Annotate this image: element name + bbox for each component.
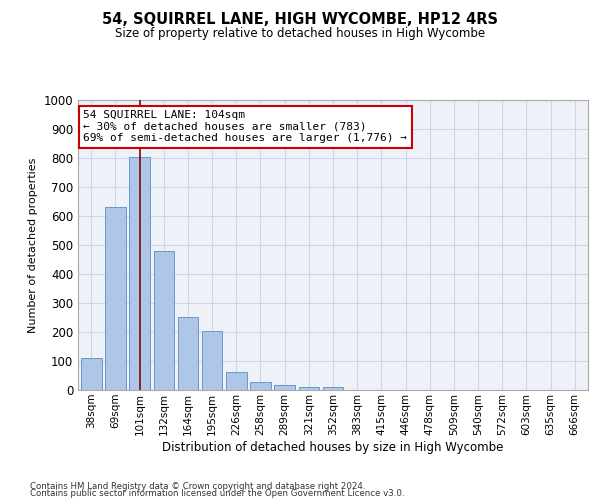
Bar [226,372,247,390]
Bar [178,317,198,390]
Y-axis label: Number of detached properties: Number of detached properties [28,158,38,332]
Bar [154,251,174,390]
Text: Contains HM Land Registry data © Crown copyright and database right 2024.: Contains HM Land Registry data © Crown c… [30,482,365,491]
Bar [202,332,223,390]
Text: Size of property relative to detached houses in High Wycombe: Size of property relative to detached ho… [115,28,485,40]
Bar [323,387,343,390]
Bar [250,382,271,390]
Text: 54 SQUIRREL LANE: 104sqm
← 30% of detached houses are smaller (783)
69% of semi-: 54 SQUIRREL LANE: 104sqm ← 30% of detach… [83,110,407,144]
Text: Distribution of detached houses by size in High Wycombe: Distribution of detached houses by size … [163,441,503,454]
Text: 54, SQUIRREL LANE, HIGH WYCOMBE, HP12 4RS: 54, SQUIRREL LANE, HIGH WYCOMBE, HP12 4R… [102,12,498,28]
Text: Contains public sector information licensed under the Open Government Licence v3: Contains public sector information licen… [30,490,404,498]
Bar [130,156,150,390]
Bar [105,208,126,390]
Bar [81,358,101,390]
Bar [274,385,295,390]
Bar [299,386,319,390]
